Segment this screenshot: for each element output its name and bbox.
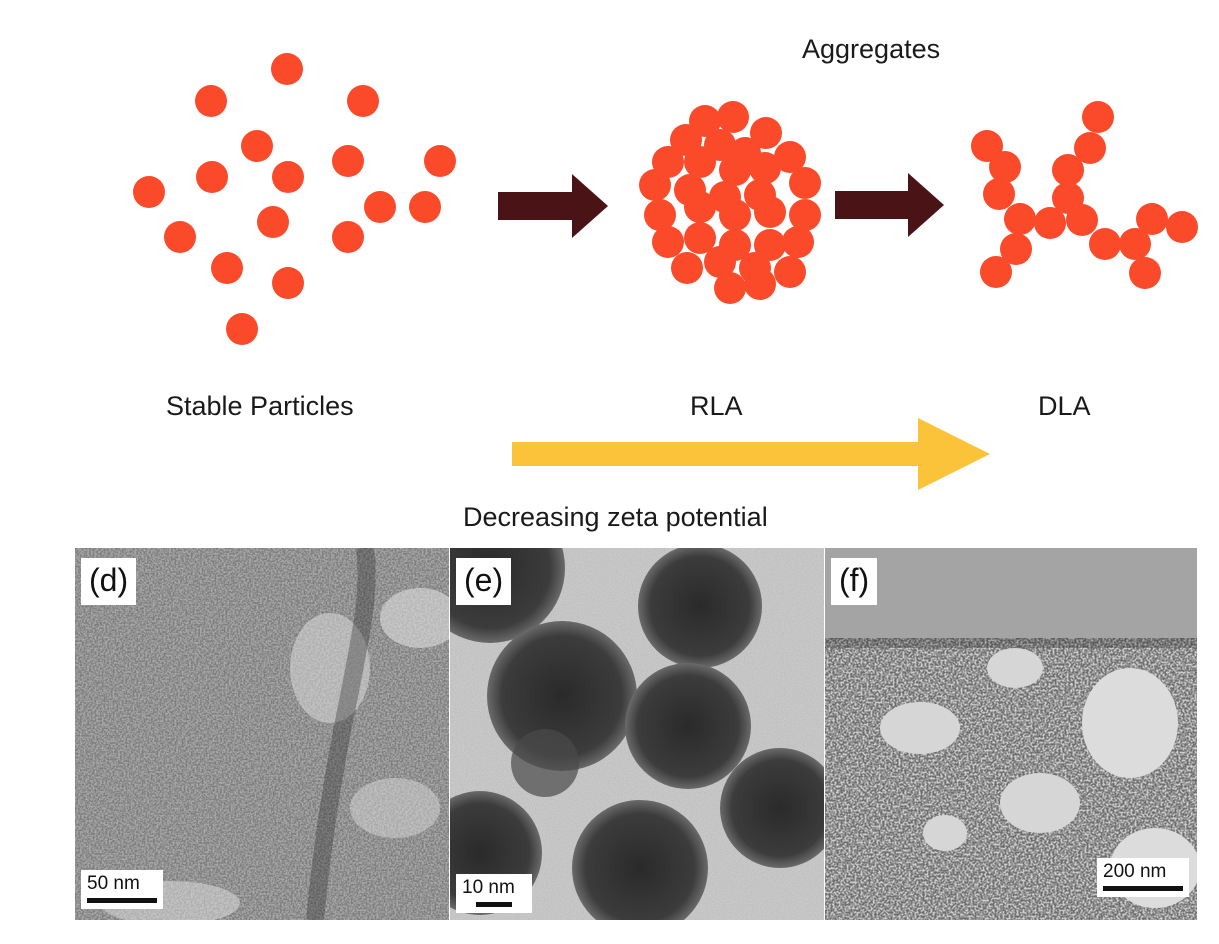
stable-particle [226,313,258,345]
rla-particle [750,117,782,149]
micrograph-e: (e) 10 nm [450,548,824,920]
scale-bar-f-text: 200 nm [1103,861,1167,882]
stable-particle [271,53,303,85]
rla-particle [684,146,716,178]
scale-bar-f: 200 nm [1097,858,1189,897]
rla-particle [684,191,716,223]
micrograph-d: (d) 50 nm [75,548,449,920]
stage-label-dla: DLA [1038,391,1091,421]
dla-particle [1034,207,1066,239]
stable-particle [164,221,196,253]
dla-particle [1074,132,1106,164]
stable-particle [196,161,228,193]
rla-particle [744,268,776,300]
aggregates-title: Aggregates [802,34,941,64]
stable-particle [272,161,304,193]
scale-bar-d: 50 nm [81,870,163,909]
zeta-trend-arrow [512,418,990,490]
rla-particle [717,101,749,133]
dla-particle [1082,101,1114,133]
dla-particle [1166,211,1198,243]
rla-particle [714,272,746,304]
arrow-to-dla [835,173,944,237]
rla-particle [789,199,821,231]
stable-particle [195,85,227,117]
stage-label-stable: Stable Particles [166,391,354,421]
rla-particle [684,222,716,254]
scale-bar-d-line [87,898,157,903]
stable-particle [257,206,289,238]
dla-particle [1000,233,1032,265]
rla-particle [644,199,676,231]
scale-bar-e-line [476,902,512,907]
dla-particle [1066,204,1098,236]
scale-bar-f-line [1103,886,1183,891]
dla-particle [983,178,1015,210]
dla-aggregate [971,101,1198,289]
rla-particle [754,196,786,228]
stable-particle [332,221,364,253]
arrow-to-rla [498,174,608,238]
micrograph-f-image [825,548,1197,920]
scale-bar-e-text: 10 nm [462,877,515,898]
rla-particle [789,167,821,199]
dla-particle [1119,228,1151,260]
micrograph-d-image [75,548,449,920]
micrograph-f: (f) 200 nm [825,548,1197,920]
stable-particle [409,191,441,223]
scale-bar-e: 10 nm [456,874,532,913]
rla-particle [671,252,703,284]
trend-label: Decreasing zeta potential [463,502,768,532]
panel-label-e: (e) [456,558,512,605]
rla-particle [652,226,684,258]
dla-particle [980,256,1012,288]
rla-particle [704,246,736,278]
dla-particle [1052,154,1084,186]
stable-particle [424,145,456,177]
stage-label-rla: RLA [690,391,743,421]
micrograph-e-image [450,548,824,920]
stable-particle [211,252,243,284]
stable-particles-cluster [133,53,456,345]
stable-particle [241,130,273,162]
aggregation-schematic [133,53,1198,490]
dla-particle [1004,203,1036,235]
stable-particle [133,176,165,208]
panel-label-f: (f) [831,558,878,605]
stable-particle [364,191,396,223]
rla-particle [749,152,781,184]
stable-particle [332,145,364,177]
dla-particle [1089,228,1121,260]
rla-particle [719,199,751,231]
panel-label-d: (d) [81,558,137,605]
rla-particle [782,226,814,258]
rla-aggregate [639,101,821,304]
rla-particle [774,256,806,288]
dla-particle [971,130,1003,162]
dla-particle [1129,257,1161,289]
rla-particle [719,154,751,186]
rla-particle [754,229,786,261]
scale-bar-d-text: 50 nm [87,873,140,894]
stable-particle [347,85,379,117]
stable-particle [272,267,304,299]
dla-particle [1136,203,1168,235]
dla-particle [989,151,1021,183]
rla-particle [639,169,671,201]
rla-particle [774,141,806,173]
